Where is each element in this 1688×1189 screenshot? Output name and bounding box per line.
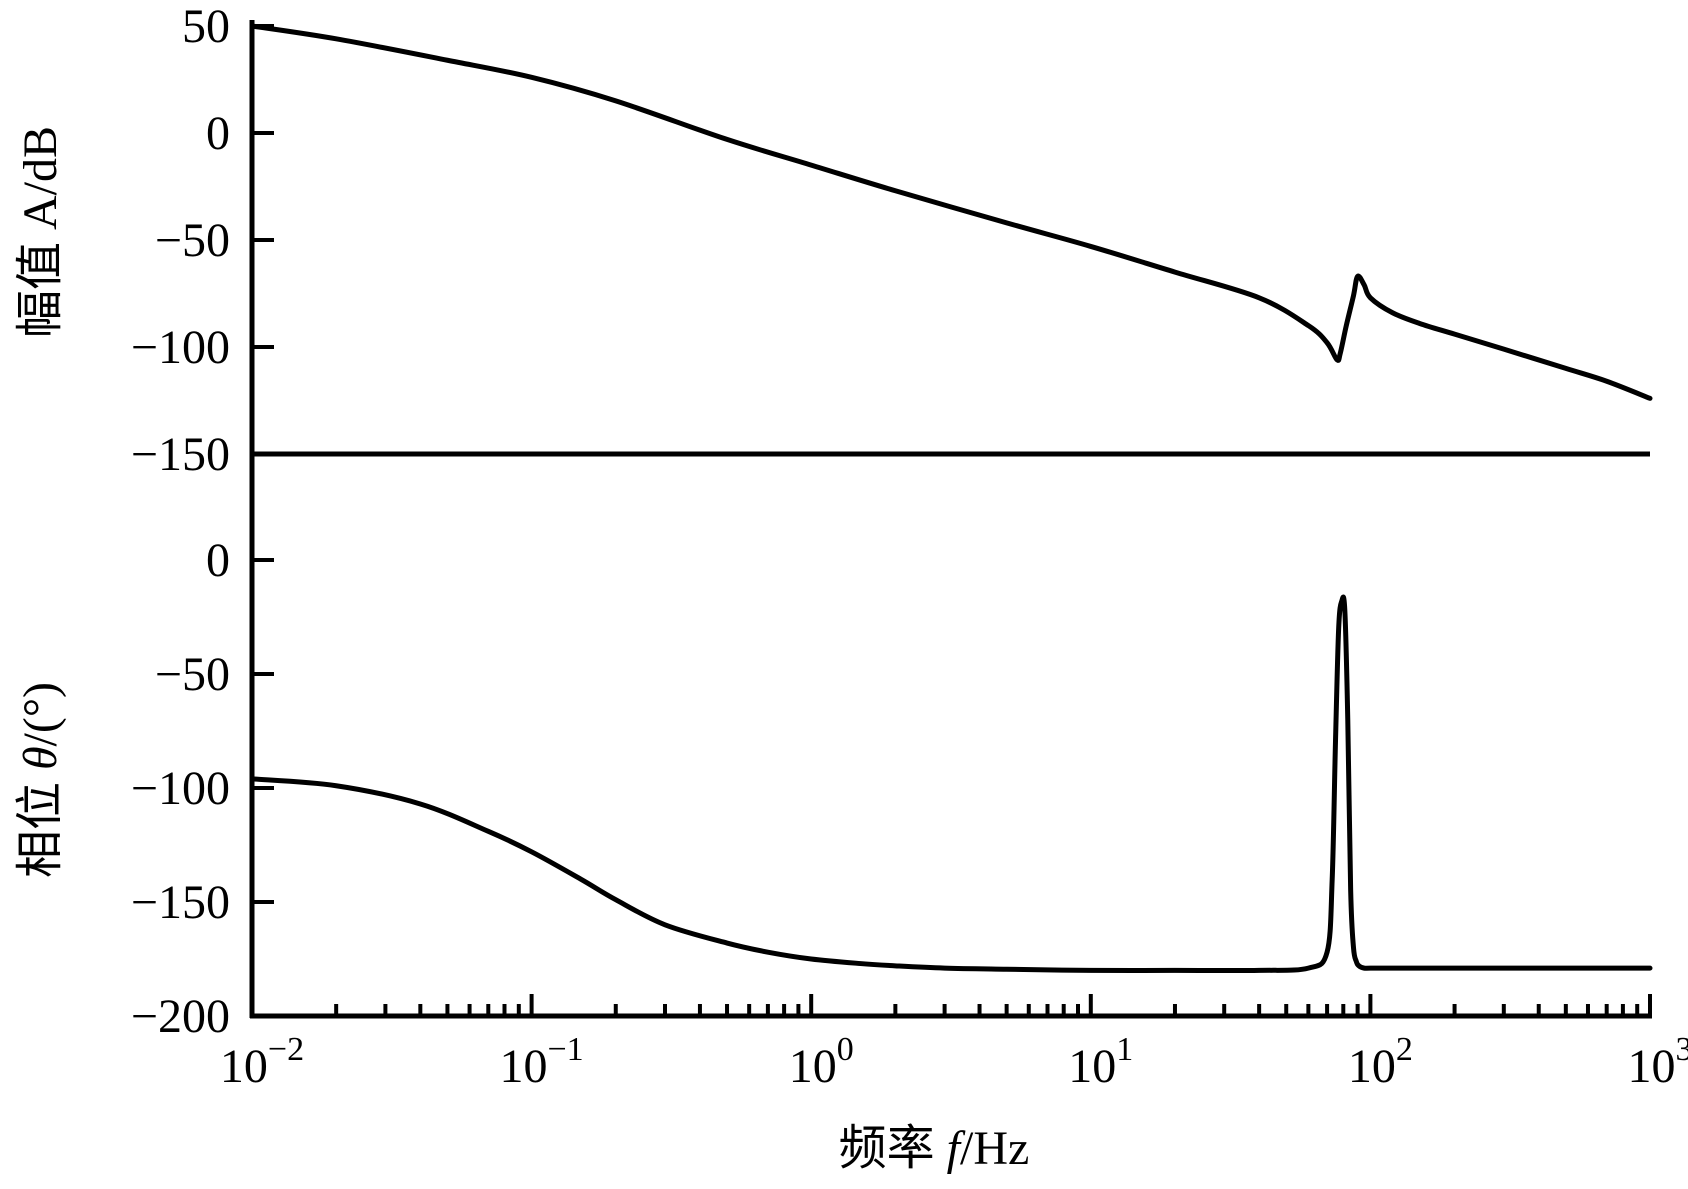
x-tick-label: 101 — [1068, 1031, 1133, 1093]
magnitude-y-axis-title: 幅值 A/dB — [14, 126, 67, 338]
phase-y-tick-label: 0 — [206, 534, 230, 587]
magnitude-y-tick-label: −100 — [131, 321, 230, 374]
x-tick-label: 10−2 — [220, 1031, 304, 1093]
magnitude-line — [252, 26, 1650, 398]
phase-y-axis-title: 相位 θ/(°) — [14, 682, 67, 878]
phase-y-tick-label: −150 — [131, 876, 230, 929]
phase-y-tick-label: −50 — [155, 648, 230, 701]
x-tick-label: 10−1 — [500, 1031, 584, 1093]
phase-y-tick-label: −200 — [131, 990, 230, 1043]
magnitude-y-tick-label: 0 — [206, 107, 230, 160]
magnitude-y-tick-label: 50 — [182, 0, 230, 53]
phase-y-tick-label: −100 — [131, 762, 230, 815]
magnitude-y-tick-label: −50 — [155, 214, 230, 267]
phase-line — [252, 597, 1650, 971]
x-tick-label: 103 — [1628, 1031, 1688, 1093]
magnitude-y-tick-label: −150 — [131, 428, 230, 481]
x-tick-label: 102 — [1348, 1031, 1413, 1093]
x-axis-title: 频率 f/Hz — [839, 1122, 1030, 1175]
x-tick-label: 100 — [789, 1031, 854, 1093]
